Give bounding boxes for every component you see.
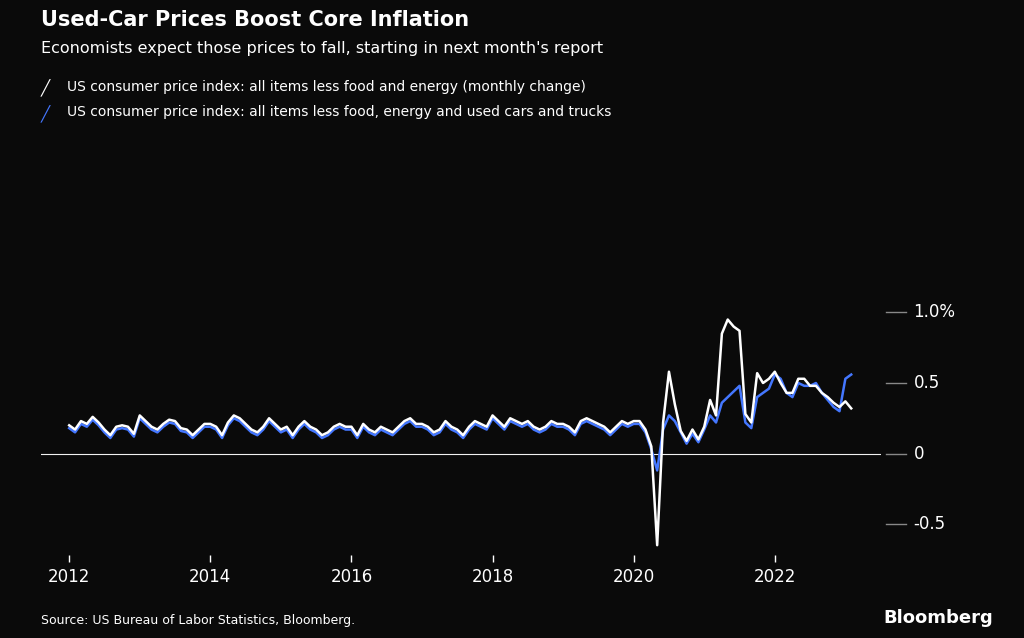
Text: Used-Car Prices Boost Core Inflation: Used-Car Prices Boost Core Inflation <box>41 10 469 29</box>
Text: Economists expect those prices to fall, starting in next month's report: Economists expect those prices to fall, … <box>41 41 603 57</box>
Text: 0: 0 <box>913 445 924 463</box>
Text: Bloomberg: Bloomberg <box>884 609 993 627</box>
Text: 1.0%: 1.0% <box>913 304 955 322</box>
Text: Source: US Bureau of Labor Statistics, Bloomberg.: Source: US Bureau of Labor Statistics, B… <box>41 614 355 627</box>
Text: -0.5: -0.5 <box>913 515 945 533</box>
Text: US consumer price index: all items less food, energy and used cars and trucks: US consumer price index: all items less … <box>67 105 611 119</box>
Text: US consumer price index: all items less food and energy (monthly change): US consumer price index: all items less … <box>67 80 586 94</box>
Text: ╱: ╱ <box>41 105 50 122</box>
Text: 0.5: 0.5 <box>913 374 940 392</box>
Text: ╱: ╱ <box>41 80 50 97</box>
